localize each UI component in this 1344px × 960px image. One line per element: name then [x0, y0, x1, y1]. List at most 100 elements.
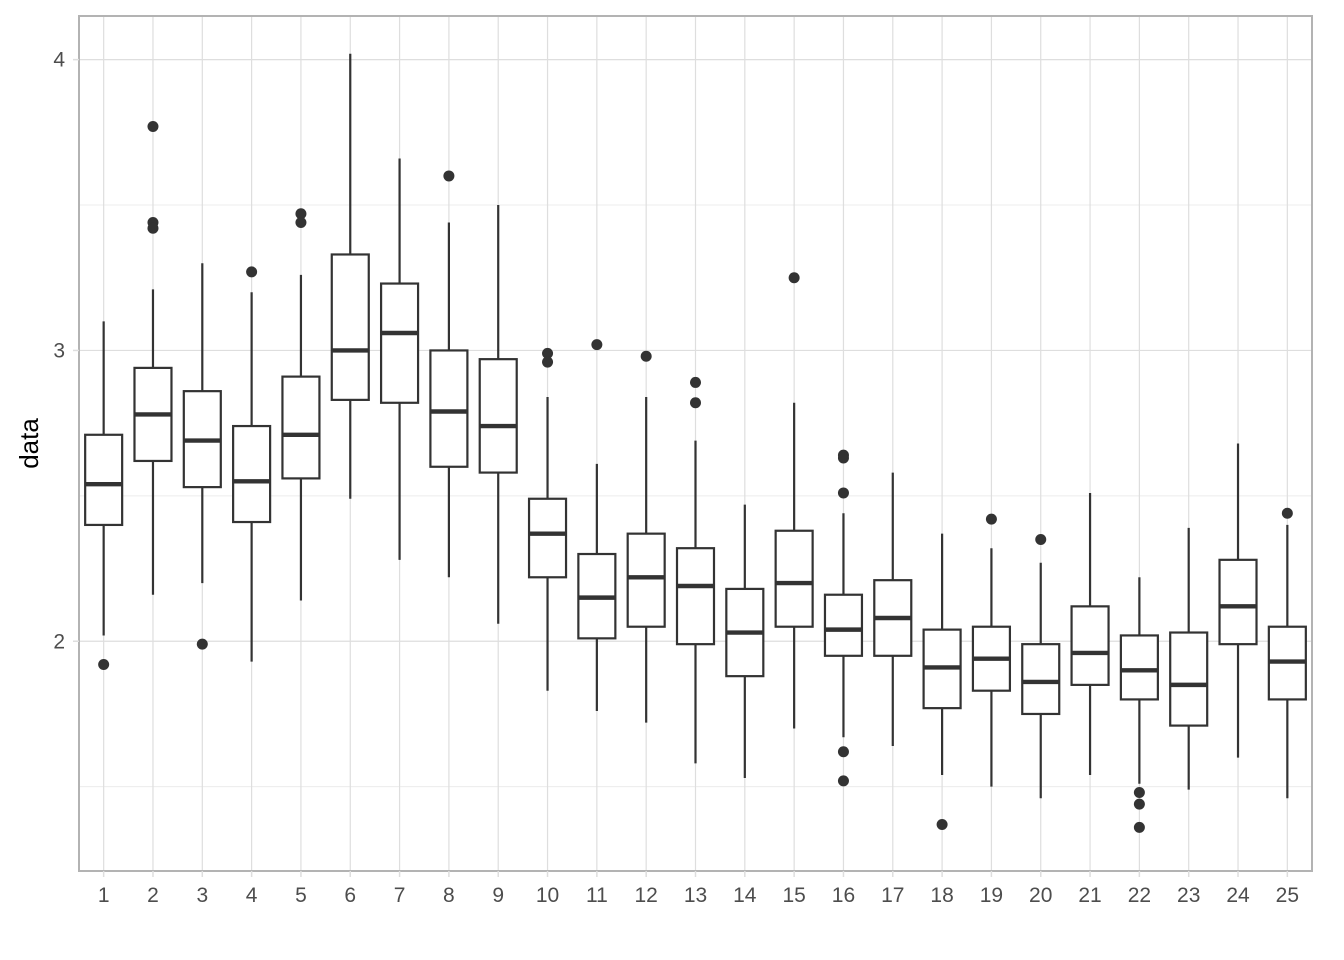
- box-iqr: [1070, 605, 1110, 686]
- outlier-point: [98, 659, 110, 671]
- x-tick-label: 5: [295, 884, 307, 907]
- box-11: [577, 339, 617, 712]
- box-iqr: [478, 358, 518, 474]
- box-20: [1021, 533, 1061, 799]
- box-14: [725, 504, 765, 778]
- box-4: [232, 266, 272, 662]
- x-tick-label: 18: [930, 884, 953, 907]
- x-tick-label: 4: [246, 884, 258, 907]
- x-tick-label: 19: [980, 884, 1003, 907]
- x-tick-label: 20: [1029, 884, 1052, 907]
- outlier-point: [690, 376, 701, 388]
- box-10: [527, 347, 568, 691]
- x-tick-label: 14: [733, 884, 757, 907]
- box-22: [1119, 577, 1159, 833]
- x-tick-label: 1: [98, 884, 110, 907]
- x-tick-label: 17: [881, 884, 904, 907]
- box-19: [971, 513, 1012, 787]
- box-15: [774, 272, 814, 729]
- box-series: [84, 53, 1307, 833]
- outlier-point: [1281, 507, 1293, 519]
- x-tick-label: 6: [344, 884, 356, 907]
- x-tick-label: 10: [536, 884, 559, 907]
- box-1: [84, 321, 124, 671]
- outlier-point: [1133, 798, 1145, 810]
- outlier-point: [542, 356, 554, 368]
- y-tick-label: 3: [53, 339, 65, 362]
- x-tick-label: 12: [635, 884, 658, 907]
- outlier-point: [1133, 786, 1145, 798]
- box-iqr: [1218, 558, 1258, 646]
- box-7: [379, 158, 420, 560]
- outlier-point: [295, 208, 307, 220]
- box-13: [675, 376, 716, 764]
- outlier-point: [147, 222, 159, 234]
- box-24: [1218, 443, 1258, 758]
- x-tick-label: 24: [1226, 884, 1250, 907]
- outlier-point: [690, 397, 701, 409]
- box-iqr: [379, 282, 420, 404]
- outlier-point: [837, 452, 849, 464]
- box-iqr: [1169, 631, 1209, 727]
- box-iqr: [823, 593, 864, 657]
- box-23: [1169, 527, 1209, 790]
- outlier-point: [788, 272, 800, 284]
- box-iqr: [429, 349, 469, 468]
- box-12: [626, 350, 666, 723]
- outlier-point: [837, 775, 849, 787]
- outlier-point: [542, 347, 554, 359]
- x-tick-label: 21: [1078, 884, 1101, 907]
- y-axis: 2 3 4: [53, 49, 79, 653]
- x-axis: 1 2 3 4 5 6 7 8 9 10 11 12 13 14 15 16 17 18 19 20 21 22 23 24 2…: [98, 871, 1299, 907]
- y-tick-label: 4: [53, 49, 65, 72]
- outlier-point: [147, 121, 159, 133]
- outlier-point: [640, 350, 652, 362]
- y-tick-label: 2: [53, 630, 65, 653]
- box-iqr: [84, 433, 124, 527]
- x-tick-label: 15: [782, 884, 805, 907]
- outlier-point: [295, 216, 307, 228]
- box-9: [478, 205, 518, 624]
- box-16: [823, 449, 864, 787]
- x-tick-label: 25: [1276, 884, 1299, 907]
- box-21: [1070, 492, 1110, 776]
- box-iqr: [774, 529, 814, 628]
- box-2: [133, 121, 173, 595]
- box-3: [182, 263, 222, 650]
- box-25: [1267, 507, 1307, 799]
- box-iqr: [281, 375, 321, 480]
- x-tick-label: 8: [443, 884, 455, 907]
- outlier-point: [246, 266, 258, 278]
- box-iqr: [330, 253, 370, 401]
- box-8: [429, 170, 469, 578]
- outlier-point: [591, 339, 603, 351]
- outlier-point: [443, 170, 455, 182]
- y-axis-title: data: [14, 418, 44, 469]
- x-tick-label: 13: [684, 884, 707, 907]
- outlier-point: [837, 746, 849, 758]
- outlier-point: [985, 513, 997, 525]
- x-tick-label: 11: [586, 884, 608, 907]
- x-tick-label: 22: [1128, 884, 1151, 907]
- box-iqr: [232, 424, 272, 524]
- x-tick-label: 3: [196, 884, 208, 907]
- box-iqr: [1119, 634, 1159, 701]
- outlier-point: [196, 638, 208, 650]
- x-tick-label: 9: [492, 884, 504, 907]
- box-iqr: [1021, 643, 1061, 716]
- box-17: [873, 472, 913, 746]
- outlier-point: [1133, 821, 1145, 833]
- x-tick-label: 16: [832, 884, 855, 907]
- outlier-point: [1035, 533, 1047, 545]
- box-iqr: [675, 547, 716, 646]
- x-tick-label: 23: [1177, 884, 1200, 907]
- outlier-point: [837, 487, 849, 499]
- box-iqr: [626, 532, 666, 628]
- box-18: [922, 533, 962, 830]
- x-tick-label: 7: [394, 884, 406, 907]
- box-iqr: [527, 497, 568, 579]
- box-5: [281, 208, 321, 601]
- x-tick-label: 2: [147, 884, 159, 907]
